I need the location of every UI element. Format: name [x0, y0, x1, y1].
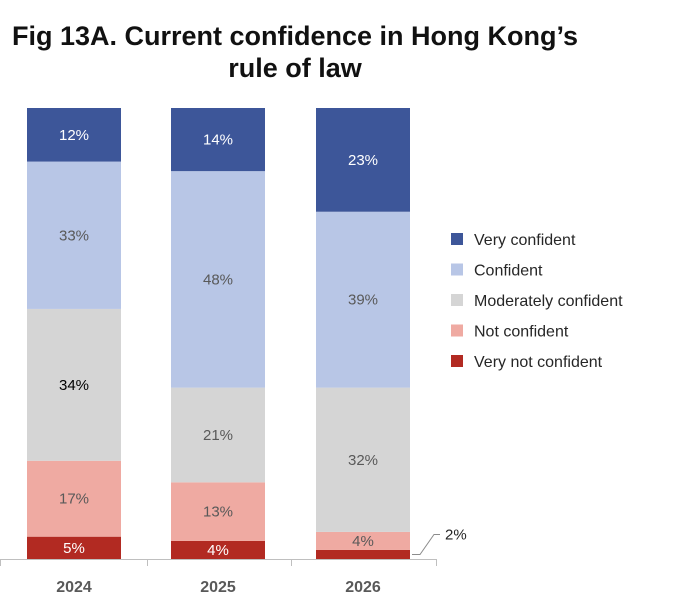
legend-label-very-confident: Very confident [474, 232, 576, 249]
data-label-2024-not-confident: 17% [59, 491, 89, 508]
data-label-2024-confident: 33% [59, 227, 89, 244]
legend-label-moderately-confident: Moderately confident [474, 293, 623, 310]
bar-2025-very-confident [171, 108, 265, 172]
legend-label-confident: Confident [474, 263, 543, 280]
bar-2026-confident [316, 211, 410, 388]
legend-swatch-very-confident [451, 233, 463, 245]
callout-label-2026: 2% [445, 527, 467, 544]
data-label-2025-confident: 48% [203, 271, 233, 288]
data-label-2026-not-confident: 4% [352, 533, 374, 550]
data-label-2026-very-confident: 23% [348, 152, 378, 169]
bar-2025-moderately-confident [171, 387, 265, 483]
legend-swatch-moderately-confident [451, 294, 463, 306]
legend-label-very-not-confident: Very not confident [474, 354, 603, 371]
bar-2024-very-confident [27, 108, 121, 162]
bar-2024-moderately-confident [27, 308, 121, 461]
data-label-2025-very-not-confident: 4% [207, 542, 229, 559]
bar-2026-very-confident [316, 108, 410, 212]
chart-title-line-2: rule of law [228, 53, 362, 83]
data-label-2024-very-confident: 12% [59, 127, 89, 144]
bar-2026-moderately-confident [316, 387, 410, 532]
bar-2024-confident [27, 161, 121, 309]
data-label-2025-not-confident: 13% [203, 504, 233, 521]
data-label-2026-moderately-confident: 32% [348, 452, 378, 469]
bar-2025-confident [171, 171, 265, 388]
callout-leader-line [412, 534, 440, 555]
bar-2026-very-not-confident [316, 549, 410, 559]
data-label-2025-moderately-confident: 21% [203, 427, 233, 444]
x-tick-label-2024: 2024 [56, 579, 92, 596]
legend-swatch-very-not-confident [451, 355, 463, 367]
bar-2025-very-not-confident [171, 540, 265, 559]
legend-swatch-confident [451, 263, 463, 276]
chart-title-line-1: Fig 13A. Current confidence in Hong Kong… [11, 21, 579, 51]
x-tick-label-2025: 2025 [200, 579, 236, 596]
legend-label-not-confident: Not confident [474, 324, 569, 341]
bar-2024-very-not-confident [27, 536, 121, 559]
data-label-2024-moderately-confident: 34% [59, 377, 89, 394]
x-tick-label-2026: 2026 [345, 579, 381, 596]
data-label-2025-very-confident: 14% [203, 132, 233, 149]
bar-2024-not-confident [27, 460, 121, 537]
data-label-2024-very-not-confident: 5% [63, 540, 85, 557]
bar-2026-not-confident [316, 531, 410, 550]
data-label-2026-confident: 39% [348, 292, 378, 309]
bar-2025-not-confident [171, 482, 265, 541]
legend-swatch-not-confident [451, 324, 463, 337]
chart-title: Fig 13A. Current confidence in Hong Kong… [0, 20, 590, 84]
